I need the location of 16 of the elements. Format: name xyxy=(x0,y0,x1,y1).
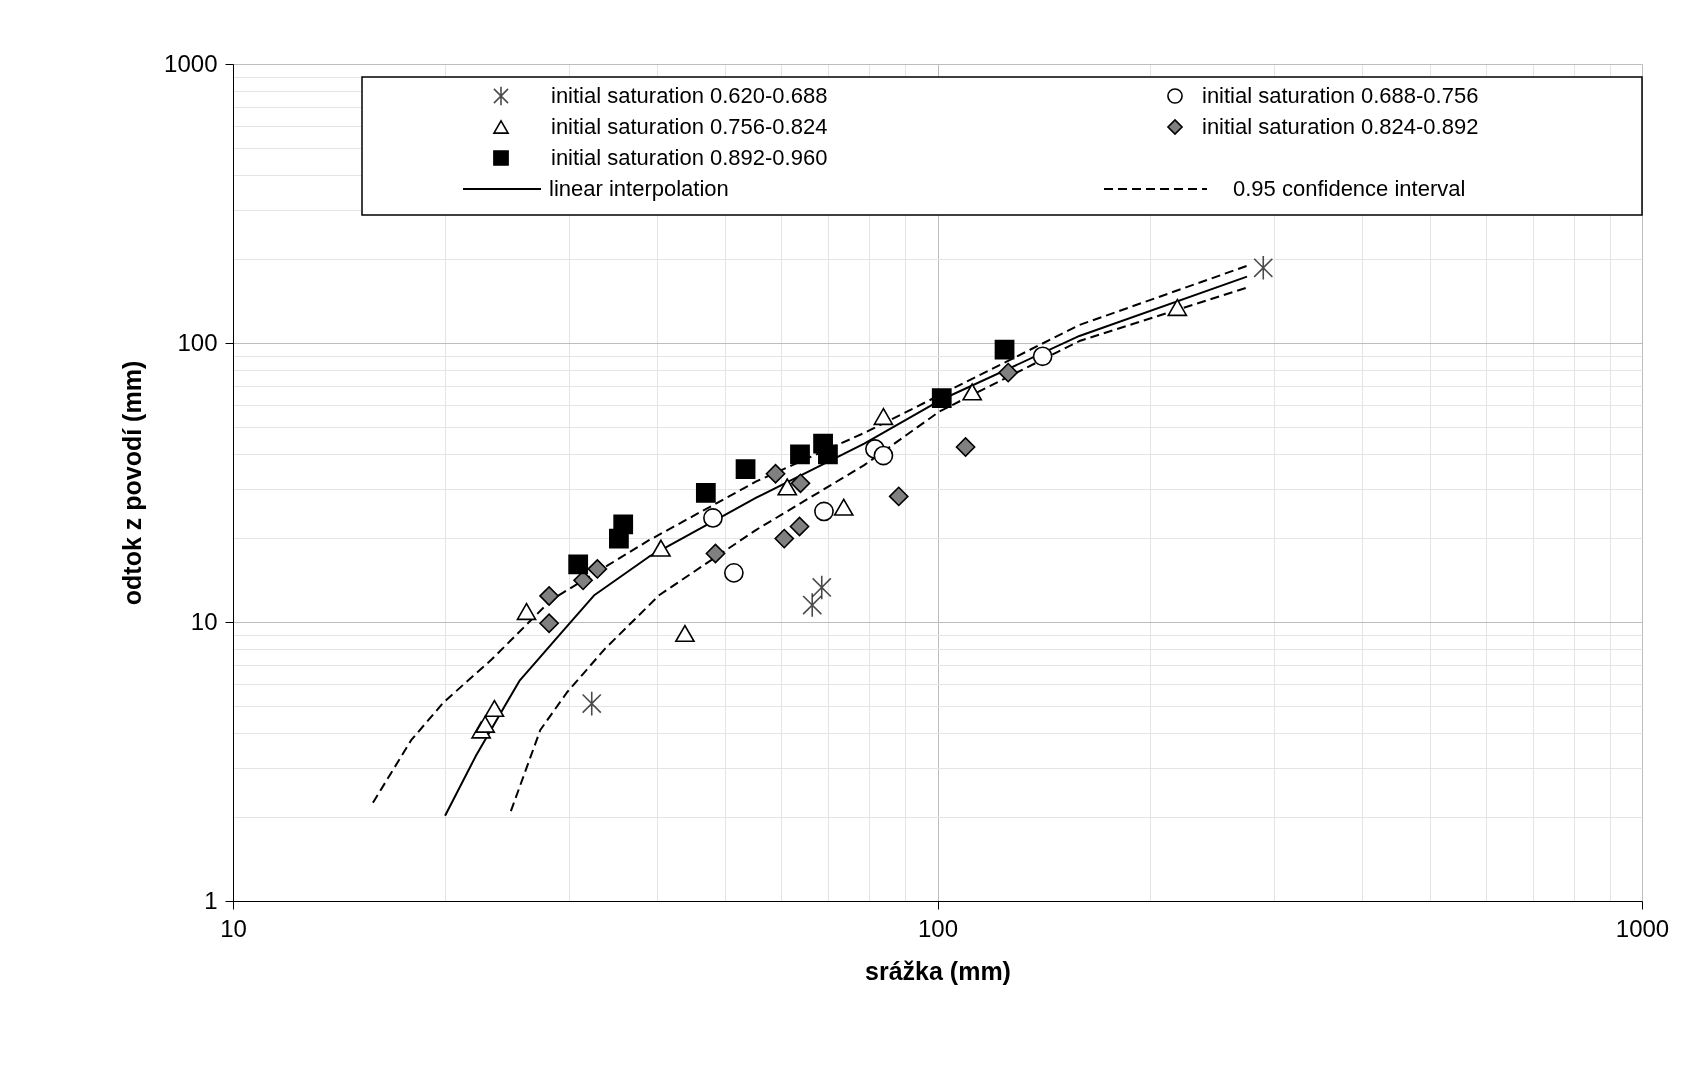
legend-label: initial saturation 0.892-0.960 xyxy=(551,145,828,170)
legend-label: initial saturation 0.620-0.688 xyxy=(551,83,828,108)
y-axis-title: odtok z povodí (mm) xyxy=(118,360,147,606)
x-tick-label: 10 xyxy=(220,914,247,942)
legend-label: initial saturation 0.756-0.824 xyxy=(551,114,828,139)
y-tick-label: 10 xyxy=(190,607,218,635)
x-tick-label: 100 xyxy=(917,914,959,942)
x-tick-label: 1000 xyxy=(1615,914,1670,942)
y-tick-label: 100 xyxy=(177,328,218,356)
y-tick-label: 1000 xyxy=(164,49,218,77)
y-tick-label: 1 xyxy=(204,886,218,914)
x-axis-title: srážka (mm) xyxy=(865,956,1011,985)
legend-label: linear interpolation xyxy=(549,176,729,201)
legend-label: initial saturation 0.824-0.892 xyxy=(1202,114,1479,139)
legend-label: initial saturation 0.688-0.756 xyxy=(1202,83,1479,108)
legend-label: 0.95 confidence interval xyxy=(1233,176,1466,201)
